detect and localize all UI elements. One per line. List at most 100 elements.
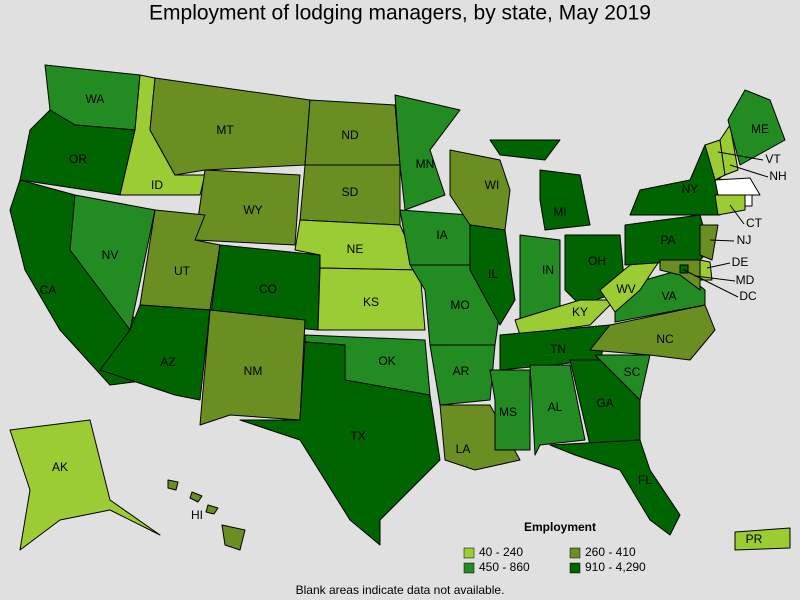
state-label: NM: [244, 364, 263, 378]
state: [599, 259, 661, 313]
legend: 40 - 240 260 - 410 450 - 860 910 - 4,290: [463, 545, 646, 574]
state: [239, 341, 441, 546]
state-label: NE: [347, 242, 364, 256]
state-label: KS: [363, 295, 379, 309]
states: [9, 64, 791, 551]
leader-line: [729, 164, 769, 178]
state-label: CT: [746, 216, 763, 230]
legend-title: Employment: [524, 520, 596, 534]
state-label: ME: [751, 122, 769, 136]
state: [529, 364, 586, 456]
state-label: FL: [638, 473, 652, 487]
state-label: WV: [616, 282, 635, 296]
state: [589, 304, 716, 361]
state-label: DC: [739, 289, 757, 303]
footnote: Blank areas indicate data not available.: [296, 583, 505, 597]
state-label: ND: [341, 128, 359, 142]
state-label: IL: [488, 267, 498, 281]
state-label: TN: [550, 342, 566, 356]
leader-line: [694, 275, 736, 282]
state-label: IA: [436, 228, 447, 242]
state-label: NH: [769, 169, 786, 183]
state: [734, 527, 791, 551]
state-label: MO: [450, 298, 469, 312]
state-label: PA: [660, 233, 675, 247]
state: [469, 224, 516, 326]
state-label: TX: [350, 429, 365, 443]
state: [519, 234, 561, 321]
state: [594, 354, 651, 401]
legend-swatch: [463, 562, 475, 574]
state-label: NY: [682, 182, 699, 196]
state-label: MT: [216, 123, 234, 137]
state: [489, 369, 531, 451]
state: [549, 439, 681, 536]
state: [699, 224, 719, 261]
state: [714, 177, 761, 196]
state-label: MD: [736, 273, 755, 287]
state: [514, 299, 616, 336]
labels: WA OR CA NV ID MT WY UT CO AZ NM ND SD NE KS OK TX MN IA MO…: [40, 92, 787, 546]
state-label: VA: [661, 289, 676, 303]
state: [199, 309, 306, 426]
leader-line: [717, 151, 764, 161]
state-label: AR: [453, 364, 470, 378]
legend-label: 910 - 4,290: [585, 560, 646, 574]
state: [429, 344, 496, 406]
state-label: OH: [588, 254, 606, 268]
state-label: WI: [485, 178, 500, 192]
state-label: VT: [765, 152, 781, 166]
state-label: OR: [69, 152, 87, 166]
state: [719, 124, 739, 176]
map-title: Employment of lodging managers, by state…: [149, 2, 651, 25]
state: [744, 194, 753, 207]
state: [189, 491, 203, 503]
legend-label: 450 - 860: [479, 560, 530, 574]
state: [489, 139, 561, 161]
state-label: SC: [624, 365, 641, 379]
leader-line: [709, 239, 735, 242]
state: [539, 169, 591, 231]
state-label: HI: [191, 508, 203, 522]
state-label: MS: [499, 405, 517, 419]
state-label: OK: [378, 354, 395, 368]
state-label: KY: [572, 305, 588, 319]
state: [205, 504, 219, 515]
leader-line: [729, 204, 745, 225]
state-label: WY: [243, 203, 262, 217]
state-label: UT: [174, 264, 191, 278]
state-label: IN: [542, 263, 554, 277]
state-label: NC: [656, 332, 674, 346]
state-label: DE: [732, 255, 749, 269]
legend-swatch: [463, 547, 475, 559]
state-label: MI: [553, 205, 566, 219]
state: [9, 419, 161, 551]
state-label: NJ: [737, 233, 752, 247]
state-label: SD: [342, 185, 359, 199]
state-label: MN: [416, 157, 435, 171]
state: [167, 479, 179, 491]
state-label: AK: [52, 460, 68, 474]
state-label: PR: [746, 532, 763, 546]
state-label: ID: [151, 178, 163, 192]
legend-label: 260 - 410: [585, 545, 636, 559]
state: [221, 524, 246, 551]
legend-swatch: [569, 547, 581, 559]
state-label: NV: [102, 248, 119, 262]
legend-swatch: [569, 562, 581, 574]
state-label: AZ: [160, 355, 175, 369]
state-label: GA: [596, 396, 613, 410]
state-label: AL: [548, 400, 563, 414]
leader-line: [683, 269, 739, 298]
leader-line: [706, 262, 731, 269]
state: [439, 404, 521, 471]
state: [659, 259, 701, 291]
state: [727, 89, 786, 166]
legend-label: 40 - 240: [479, 545, 523, 559]
state-label: WA: [86, 92, 105, 106]
state-label: CA: [40, 283, 57, 297]
state: [394, 94, 461, 211]
state-label: LA: [456, 442, 471, 456]
